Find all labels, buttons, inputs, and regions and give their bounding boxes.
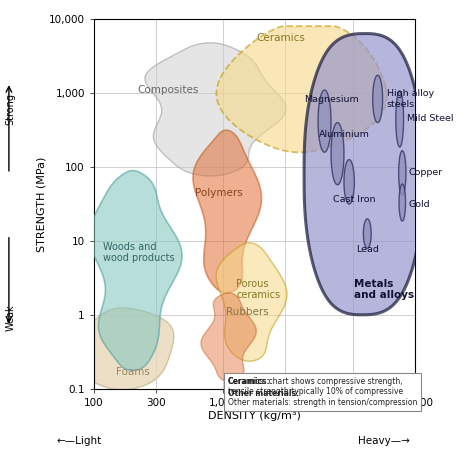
Text: Polymers: Polymers [195,188,242,197]
Text: Ceramics:: Ceramics: [228,377,271,386]
Polygon shape [193,130,262,293]
Text: Lead: Lead [356,245,379,254]
Polygon shape [318,90,331,152]
Text: Other materials:: Other materials: [228,389,299,398]
Polygon shape [201,293,256,382]
Text: Cast Iron: Cast Iron [333,195,376,204]
Polygon shape [89,171,182,370]
X-axis label: DENSITY (kg/m³): DENSITY (kg/m³) [208,411,301,421]
Text: Composites: Composites [137,85,198,95]
Polygon shape [216,243,287,361]
Text: Copper: Copper [409,168,443,178]
Text: Heavy—→: Heavy—→ [358,435,410,445]
Polygon shape [73,308,174,390]
Polygon shape [304,34,423,315]
Polygon shape [145,43,286,176]
Polygon shape [396,91,403,147]
Polygon shape [344,160,354,204]
Text: Porous
ceramics: Porous ceramics [236,279,280,301]
Text: Foams: Foams [116,367,150,377]
Text: Weak: Weak [5,305,15,331]
Polygon shape [331,123,344,185]
Text: Magnesium: Magnesium [304,95,358,104]
Text: Rubbers: Rubbers [226,307,269,317]
Text: High alloy
steels: High alloy steels [387,89,434,109]
Text: Aluminium: Aluminium [319,130,369,139]
Polygon shape [399,184,405,221]
Text: Ceramics: Ceramics [256,33,306,43]
Polygon shape [216,26,387,153]
Polygon shape [373,75,382,123]
Text: Ceramics: chart shows compressive strength,
tensile strength typically 10% of co: Ceramics: chart shows compressive streng… [228,377,417,407]
Text: Strong: Strong [5,93,15,125]
Polygon shape [399,151,406,195]
Polygon shape [364,219,371,248]
Y-axis label: STRENGTH (MPa): STRENGTH (MPa) [36,156,46,252]
Text: Gold: Gold [409,199,431,208]
Text: Woods and
wood products: Woods and wood products [103,242,175,263]
Text: ←—Light: ←—Light [57,435,102,445]
Text: Metals
and alloys: Metals and alloys [354,279,414,301]
Text: Mild Steel: Mild Steel [408,114,454,123]
